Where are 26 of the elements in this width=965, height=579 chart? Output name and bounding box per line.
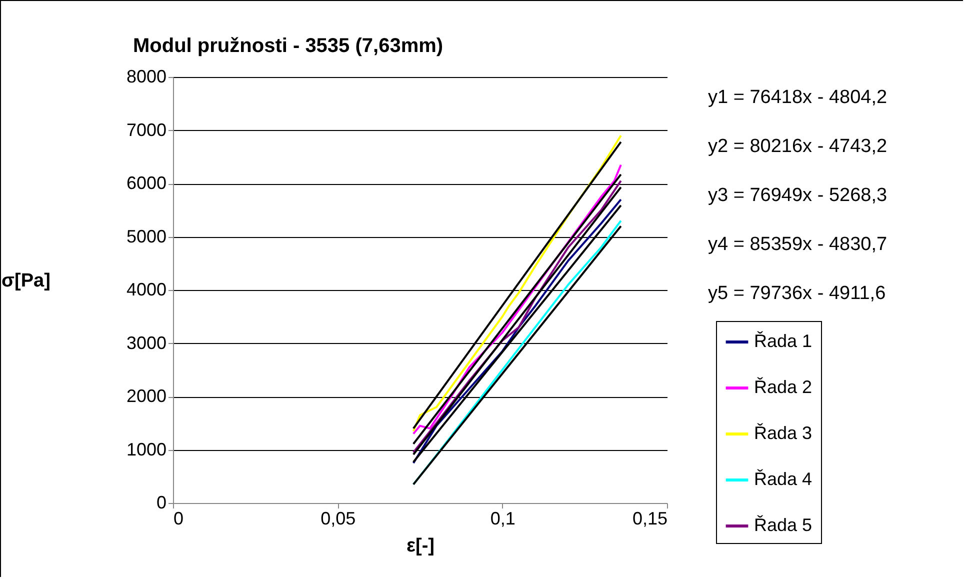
text: y4 = 85359x - 4830,7	[708, 233, 888, 257]
x-tick-label: 0,15	[632, 508, 668, 528]
y-tick-label: 6000	[126, 173, 166, 193]
legend-label: Řada 5	[754, 515, 812, 535]
text: y5 = 79736x - 4911,6	[708, 282, 887, 306]
y-tick-label: 8000	[126, 66, 166, 86]
y-tick-label: 2000	[126, 386, 166, 406]
x-tick-label: 0,05	[320, 508, 356, 528]
text: y3 = 76949x - 5268,3	[708, 184, 888, 208]
y-axis-title: σ[Pa]	[2, 270, 50, 292]
legend-label: Řada 2	[754, 377, 812, 397]
y-tick-label: 1000	[126, 439, 166, 460]
chart-title: Modul pružnosti - 3535 (7,63mm)	[133, 35, 444, 57]
legend-label: Řada 1	[754, 331, 812, 351]
text: y2 = 80216x - 4743,2	[708, 135, 888, 159]
y-tick-label: 3000	[126, 332, 166, 353]
x-axis-title: ε[-]	[406, 536, 434, 556]
text: y1 = 76418x - 4804,2	[708, 86, 888, 110]
legend-label: Řada 4	[754, 469, 812, 489]
y-tick-label: 5000	[126, 226, 166, 246]
x-tick-label: 0,1	[490, 508, 516, 528]
y-tick-label: 4000	[126, 280, 166, 300]
legend-label: Řada 3	[754, 423, 812, 443]
x-tick-label: 0	[174, 508, 184, 528]
y-tick-label: 0	[156, 492, 166, 512]
y-tick-label: 7000	[126, 120, 166, 140]
